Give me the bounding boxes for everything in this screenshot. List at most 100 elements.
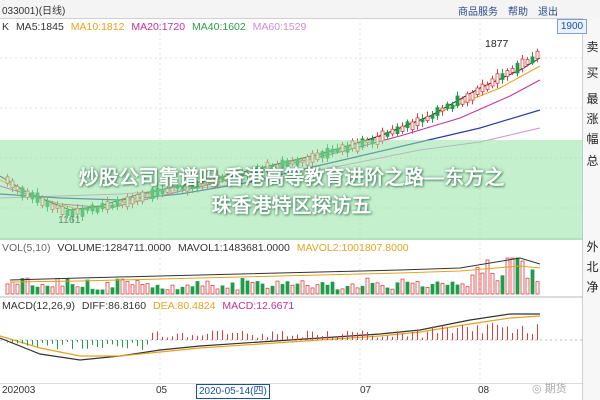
- candle-body: [525, 59, 530, 65]
- candle-body: [400, 125, 405, 132]
- ma-legend-ma5: MA5:1845: [15, 21, 64, 33]
- volume-bar: [105, 281, 110, 295]
- volume-bar: [40, 284, 45, 295]
- candle-body: [390, 128, 395, 135]
- candle-body: [535, 50, 540, 59]
- sidebar-char-north: 北: [586, 260, 599, 274]
- volume-bar: [160, 288, 165, 295]
- candle-body: [520, 58, 525, 69]
- macd-diff-line: [0, 313, 540, 361]
- volume-bar: [180, 286, 185, 295]
- volume-bar: [195, 281, 200, 295]
- volume-bar: [165, 289, 170, 295]
- selected-date-box[interactable]: 2020-05-14(四): [196, 384, 270, 399]
- volume-bar: [445, 284, 450, 295]
- candle-body: [445, 103, 450, 109]
- volume-bar: [155, 284, 160, 295]
- volume-bar: [330, 281, 335, 295]
- volume-bar: [10, 281, 15, 295]
- volume-bar: [455, 284, 460, 295]
- volume-bar: [350, 283, 355, 295]
- volume-bar: [510, 257, 515, 295]
- volume-bar: [250, 282, 255, 295]
- candle-body: [420, 118, 425, 123]
- volume-bar: [305, 284, 310, 295]
- date-tick-07: 07: [360, 385, 372, 396]
- volume-bar: [525, 277, 530, 295]
- volume-bar: [175, 289, 180, 295]
- volume-bar: [240, 278, 245, 295]
- candle-body: [450, 104, 455, 110]
- volume-bar: [25, 277, 30, 295]
- volume-bar: [140, 283, 145, 295]
- sidebar-char-latest: 最: [586, 92, 599, 106]
- link-logout[interactable]: 退出: [538, 7, 558, 18]
- volume-bar: [230, 282, 235, 295]
- volume-bar: [215, 288, 220, 295]
- macd-legend: MACD(12,26,9) DIFF:86.8160 DEA:80.4824 M…: [2, 300, 298, 312]
- candle-body: [480, 83, 485, 93]
- candle-body: [475, 87, 480, 95]
- candle-body: [440, 107, 445, 112]
- mavol1-line: [9, 257, 541, 281]
- candle-body: [505, 70, 510, 77]
- date-tick-08: 08: [478, 385, 490, 396]
- volume-bar: [15, 283, 20, 295]
- volume-bar: [170, 284, 175, 295]
- volume-bar: [80, 286, 85, 295]
- volume-bar: [400, 278, 405, 295]
- vol-legend-mavol1: MAVOL1:1483681.0000: [177, 242, 290, 254]
- candle-body: [510, 68, 515, 73]
- volume-bar: [370, 282, 375, 295]
- candle-body: [425, 115, 430, 121]
- volume-bar: [85, 279, 90, 295]
- volume-bar: [280, 284, 285, 295]
- volume-bar: [390, 288, 395, 295]
- candle-body: [415, 117, 420, 127]
- candle-body: [435, 107, 440, 116]
- volume-bar: [95, 289, 100, 295]
- volume-bar: [20, 278, 25, 295]
- volume-bar: [245, 280, 250, 295]
- volume-bar: [360, 285, 365, 295]
- volume-bar: [145, 283, 150, 295]
- sidebar-char-range: 幅: [586, 132, 599, 146]
- vol-legend-volume: VOLUME:1284711.0000: [57, 242, 172, 254]
- volume-bar: [410, 282, 415, 295]
- volume-bar: [115, 278, 120, 295]
- ma-legend-ma40: MA40:1602: [192, 21, 246, 33]
- volume-bar: [465, 286, 470, 295]
- volume-bar: [420, 286, 425, 295]
- volume-bar: [450, 281, 455, 295]
- macd-histogram: [7, 322, 538, 350]
- price-box[interactable]: 1900: [557, 19, 587, 34]
- volume-bar: [430, 283, 435, 295]
- volume-bar: [55, 277, 60, 295]
- candle-body: [410, 121, 415, 131]
- macd-legend-dea: DEA:80.4824: [153, 300, 216, 312]
- volume-bar: [200, 285, 205, 295]
- date-tick-05: 05: [156, 385, 168, 396]
- link-help[interactable]: 帮助: [508, 7, 528, 18]
- candle-body: [385, 131, 390, 137]
- ma-legend-ma10: MA10:1812: [70, 21, 125, 33]
- volume-bar: [295, 283, 300, 295]
- stock-code-label: 033001)(日线): [2, 6, 66, 17]
- volume-bar: [435, 281, 440, 295]
- candle-body: [470, 92, 475, 101]
- volume-bar: [515, 257, 520, 295]
- volume-bar: [485, 259, 490, 295]
- volume-bar: [365, 277, 370, 295]
- ma-legend-k: K: [2, 21, 10, 33]
- volume-bar: [35, 286, 40, 295]
- link-services[interactable]: 商品服务: [458, 7, 498, 18]
- volume-bar: [520, 260, 525, 295]
- sidebar-char-buy: 买: [586, 66, 599, 80]
- volume-bar: [505, 257, 510, 295]
- candle-body: [465, 93, 470, 103]
- volume-bar: [475, 266, 480, 295]
- volume-bar: [120, 278, 125, 295]
- candle-body: [455, 95, 460, 107]
- volume-bar: [30, 285, 35, 295]
- ma-legend: K MA5:1845 MA10:1812 MA20:1720 MA40:1602…: [2, 21, 310, 33]
